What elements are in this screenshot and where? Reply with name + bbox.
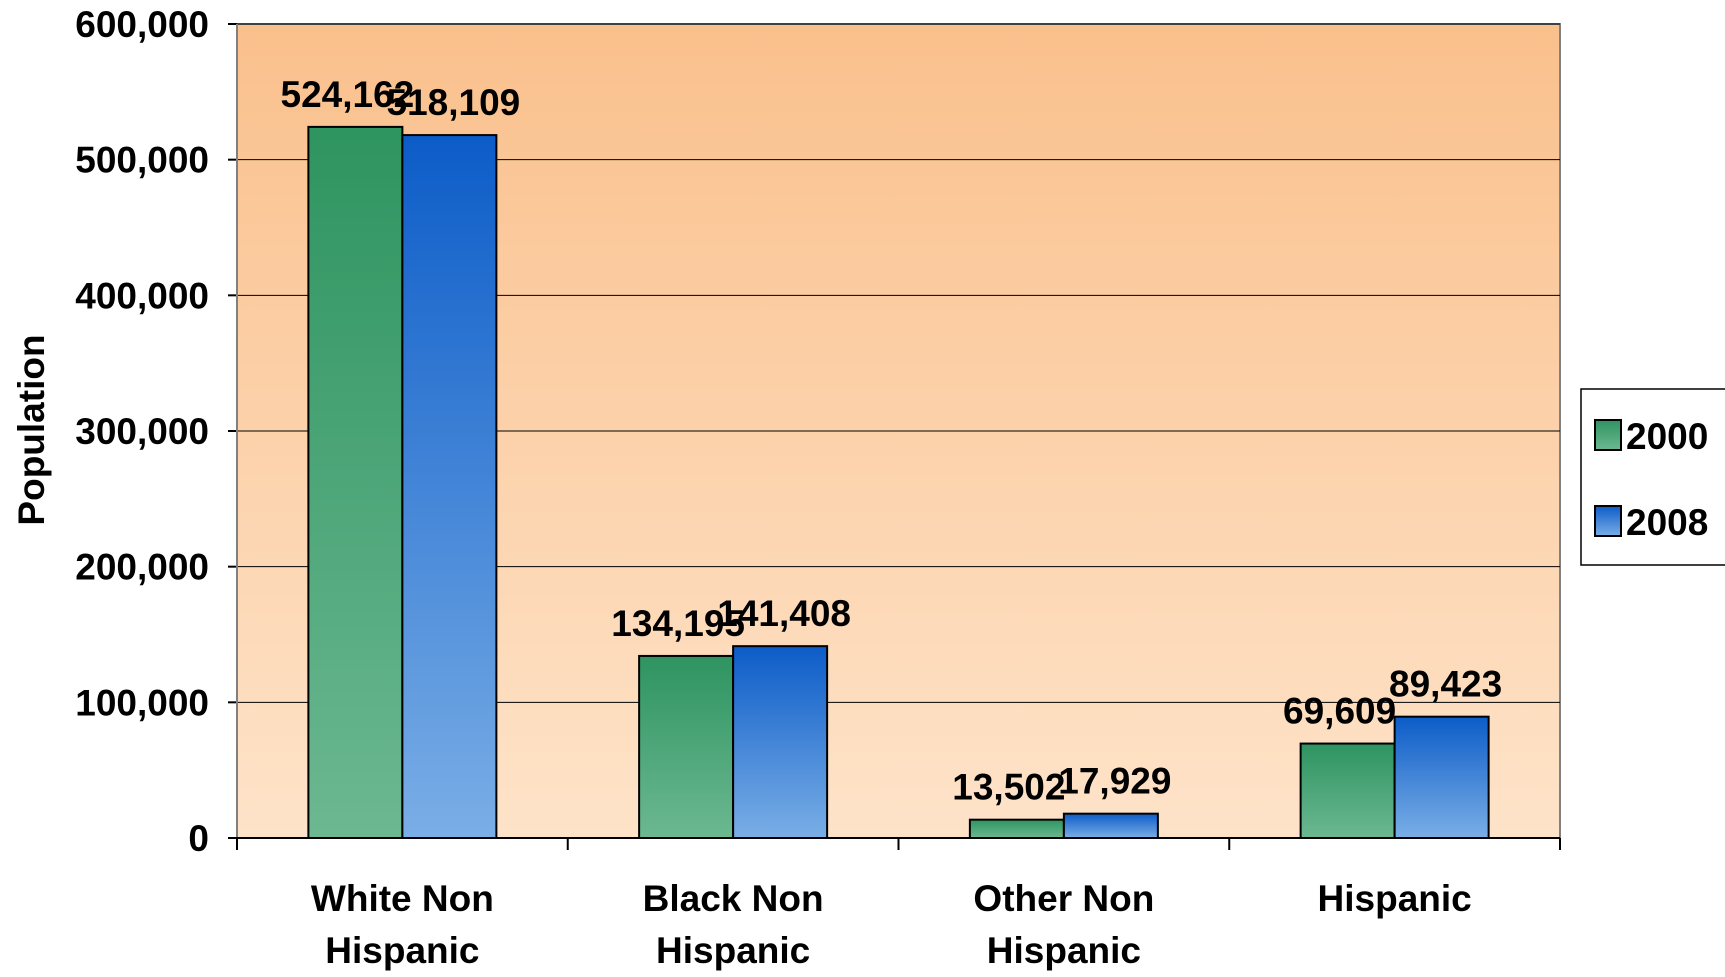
y-tick-label: 200,000 [75,547,209,588]
data-label-2000: 69,609 [1283,691,1396,732]
x-category-label: Hispanic [1318,878,1472,919]
bar-2008 [1062,812,1159,840]
bar-2000 [968,818,1065,840]
y-axis-label: Population [11,334,52,525]
y-tick-label: 0 [188,818,209,859]
data-label-2008: 518,109 [387,82,521,123]
bar-2000 [638,654,735,840]
data-label-2000: 134,195 [611,603,745,644]
x-category-label: Black Non [643,878,824,919]
legend-swatch-2000 [1594,419,1622,451]
bar-2000 [1299,742,1396,839]
bar-2008 [732,645,829,840]
data-label-2000: 524,162 [281,74,415,115]
data-label-2008: 89,423 [1389,664,1502,705]
bar-2000 [307,125,404,839]
legend-label-2000: 2000 [1626,416,1708,457]
data-label-2008: 141,408 [717,593,851,634]
legend-label-2008: 2008 [1626,502,1708,543]
x-category-label: White Non [311,878,494,919]
legend-swatch-2008 [1594,505,1622,537]
x-category-label: Hispanic [325,930,479,971]
y-tick-label: 300,000 [75,411,209,452]
y-tick-label: 500,000 [75,140,209,181]
x-category-label: Hispanic [656,930,810,971]
bar-2008 [1393,715,1490,839]
x-category-label: Hispanic [987,930,1141,971]
bar-2008 [401,134,498,839]
y-tick-label: 600,000 [75,4,209,45]
y-tick-label: 100,000 [75,682,209,723]
y-tick-label: 400,000 [75,275,209,316]
data-label-2008: 17,929 [1058,761,1171,802]
data-label-2000: 13,502 [952,767,1065,808]
x-category-label: Other Non [973,878,1154,919]
